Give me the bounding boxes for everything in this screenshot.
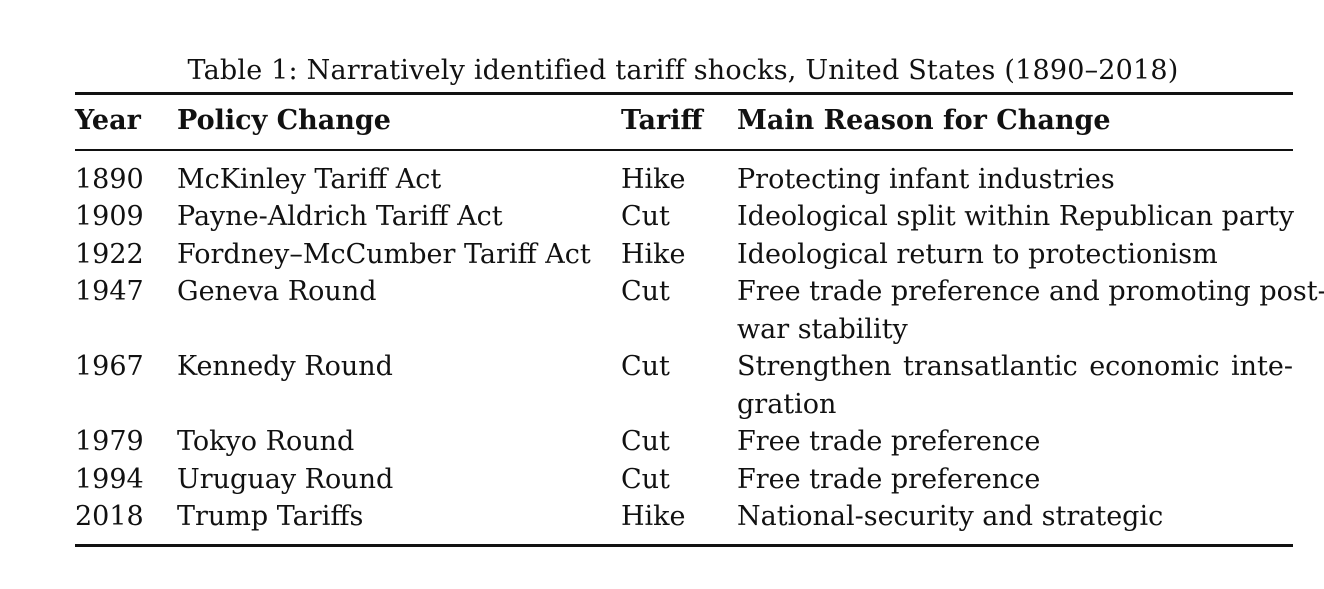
policy-change-cell: Uruguay Round [177,463,394,495]
header-policy-change: Policy Change [177,105,391,136]
main-reason-cell: Ideological return to protectionism [737,236,1293,274]
table-header-rule [75,149,1293,151]
policy-change-cell: Payne-Aldrich Tariff Act [177,201,503,232]
policy-change-cell: Geneva Round [177,276,377,307]
tariff-cell: Cut [621,276,670,307]
main-reason-line: Ideological split within Republican part… [737,201,1294,232]
year-cell: 1994 [75,463,144,495]
year-cell: 1947 [75,276,144,307]
table-top-rule [75,92,1293,95]
main-reason-cell: Free trade preference [737,423,1293,461]
year-cell: 1967 [75,351,144,382]
table-row: 1967 Kennedy Round Cut Strengthen transatla… [75,348,1293,423]
main-reason-line: Free trade preference [737,463,1041,495]
policy-change-cell: Fordney–McCumber Tariff Act [177,238,591,270]
year-cell: 1922 [75,238,144,270]
main-reason-line: National-security and strategic [737,501,1164,532]
header-tariff: Tariff [621,105,703,136]
table-bottom-rule [75,543,1293,547]
tariff-cell: Cut [621,351,670,382]
policy-change-cell: Tokyo Round [177,426,355,457]
main-reason-line: Protecting infant industries [737,163,1115,195]
main-reason-line: Strengthen transatlantic economic inte- [737,351,1293,382]
table-row: 2018 Trump Tariffs Hike National-security a… [75,498,1293,536]
table-row: 1994 Uruguay Round Cut Free trade preferenc… [75,461,1293,499]
tariff-cell: Hike [621,163,686,195]
table-caption: Table 1: Narratively identified tariff s… [187,55,1179,86]
main-reason-line: Free trade preference [737,426,1041,457]
table-row: 1922 Fordney–McCumber Tariff Act Hike Ideol… [75,236,1293,274]
policy-change-cell: McKinley Tariff Act [177,163,442,195]
year-cell: 1979 [75,426,144,457]
tariff-shocks-table: Year Policy Change Tariff Main Reason fo… [75,92,1324,547]
tariff-cell: Hike [621,501,686,532]
header-main-reason: Main Reason for Change [737,105,1111,136]
main-reason-line: gration [737,388,837,420]
table-header-row: Year Policy Change Tariff Main Reason fo… [75,95,1293,149]
table-row: 1979 Tokyo Round Cut Free trade preference [75,423,1293,461]
year-cell: 1890 [75,163,144,195]
main-reason-line: Ideological return to protectionism [737,238,1218,270]
table-body: 1890 McKinley Tariff Act Hike Protecting in… [75,151,1324,544]
year-cell: 2018 [75,501,144,532]
tariff-cell: Cut [621,426,670,457]
table-row: 1909 Payne-Aldrich Tariff Act Cut Ideologic… [75,198,1294,236]
main-reason-cell: Free trade preference and promoting post… [737,273,1324,348]
tariff-cell: Cut [621,201,670,232]
main-reason-cell: Free trade preference [737,461,1293,499]
header-year: Year [75,105,141,136]
table-row: 1947 Geneva Round Cut Free trade preference… [75,273,1324,348]
policy-change-cell: Kennedy Round [177,351,393,382]
year-cell: 1909 [75,201,144,232]
main-reason-line: war stability [737,313,908,345]
main-reason-cell: National-security and strategic [737,498,1293,536]
tariff-cell: Hike [621,238,686,270]
policy-change-cell: Trump Tariffs [177,501,364,532]
main-reason-cell: Protecting infant industries [737,161,1293,199]
main-reason-cell: Strengthen transatlantic economic inte-g… [737,348,1293,423]
table-row: 1890 McKinley Tariff Act Hike Protecting in… [75,161,1293,199]
main-reason-cell: Ideological split within Republican part… [737,198,1294,236]
tariff-cell: Cut [621,463,670,495]
main-reason-line: Free trade preference and promoting post… [737,276,1324,307]
